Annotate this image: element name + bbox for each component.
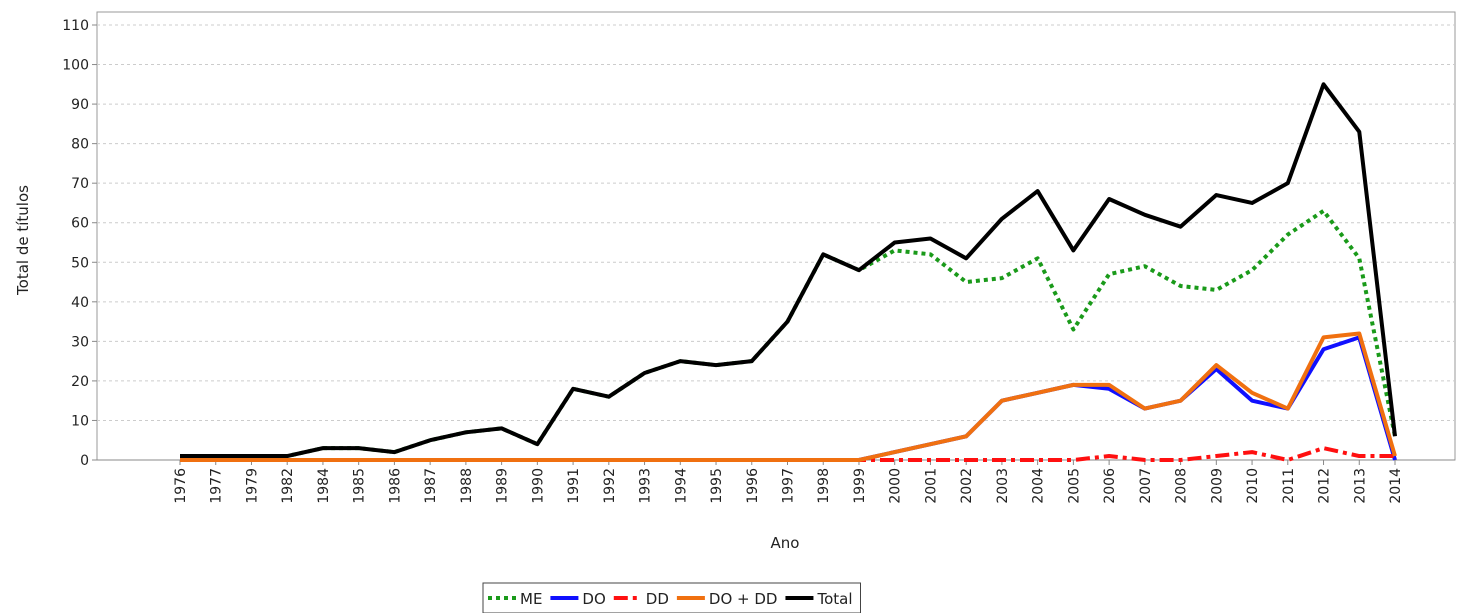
y-tick-label: 100: [62, 58, 89, 74]
legend-label: DO: [582, 590, 605, 608]
y-tick-label: 110: [62, 18, 89, 34]
x-tick-label: 1990: [530, 468, 546, 504]
y-axis-label: Total de títulos: [14, 185, 32, 296]
y-tick-label: 80: [71, 137, 89, 153]
x-tick-label: 1987: [423, 468, 439, 504]
x-tick-label: 2004: [1031, 468, 1047, 504]
x-tick-label: 2003: [995, 468, 1011, 504]
x-tick-label: 1991: [566, 468, 582, 504]
x-tick-label: 2011: [1281, 468, 1297, 504]
x-tick-label: 1998: [816, 468, 832, 504]
x-tick-label: 1976: [173, 468, 189, 504]
plot-area: [96, 11, 1456, 461]
x-tick-label: 2002: [959, 468, 975, 504]
y-tick-label: 60: [71, 216, 89, 232]
y-tick-label: 90: [71, 97, 89, 113]
x-tick-label: 1999: [852, 468, 868, 504]
x-tick-label: 2014: [1388, 468, 1404, 504]
x-tick-label: 1982: [280, 468, 296, 504]
x-tick-label: 1979: [244, 468, 260, 504]
x-tick-label: 1985: [352, 468, 368, 504]
y-tick-label: 50: [71, 255, 89, 271]
x-tick-label: 2012: [1317, 468, 1333, 504]
x-tick-label: 1995: [709, 468, 725, 504]
x-tick-label: 2007: [1138, 468, 1154, 504]
x-tick-label: 1977: [209, 468, 225, 504]
x-tick-label: 2008: [1174, 468, 1190, 504]
x-tick-label: 1993: [638, 468, 654, 504]
x-tick-label: 2006: [1102, 468, 1118, 504]
x-tick-label: 1986: [387, 468, 403, 504]
x-tick-label: 1984: [316, 468, 332, 504]
y-tick-label: 0: [80, 453, 89, 469]
legend: ME DO DD DO + DD Total: [482, 582, 861, 613]
legend-label: Total: [816, 590, 852, 608]
x-tick-label: 1988: [459, 468, 475, 504]
x-tick-label: 1997: [781, 468, 797, 504]
legend-label: DD: [646, 590, 669, 608]
x-tick-label: 1996: [745, 468, 761, 504]
x-axis-label: Ano: [771, 534, 800, 552]
y-tick-label: 20: [71, 374, 89, 390]
y-tick-label: 40: [71, 295, 89, 311]
legend-label: ME: [520, 590, 542, 608]
x-tick-label: 2010: [1245, 468, 1261, 504]
x-tick-label: 1989: [495, 468, 511, 504]
x-tick-label: 2013: [1352, 468, 1368, 504]
y-tick-label: 10: [71, 413, 89, 429]
legend-label: DO + DD: [709, 590, 778, 608]
x-tick-label: 1994: [673, 468, 689, 504]
y-tick-label: 70: [71, 176, 89, 192]
x-tick-label: 2001: [923, 468, 939, 504]
x-tick-label: 2005: [1066, 468, 1082, 504]
series-line: [180, 82, 1397, 459]
x-tick-label: 2000: [888, 468, 904, 504]
x-tick-label: 1992: [602, 468, 618, 504]
series-line: [180, 331, 1397, 462]
y-tick-label: 30: [71, 334, 89, 350]
x-tick-label: 2009: [1209, 468, 1225, 504]
